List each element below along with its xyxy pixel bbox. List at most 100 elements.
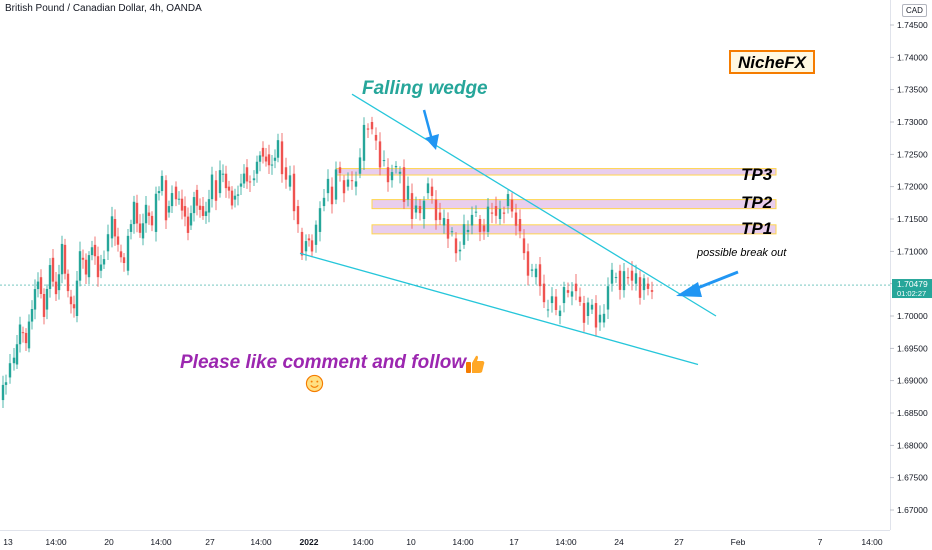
candle-body <box>326 178 330 194</box>
candle-body <box>239 183 243 187</box>
x-tick-label-4: 27 <box>205 537 215 547</box>
candle-body <box>558 310 562 316</box>
candle-body <box>410 193 414 220</box>
candle-body <box>177 198 181 200</box>
candle-body <box>96 256 100 278</box>
candle-body <box>304 241 308 252</box>
x-tick-label-6: 2022 <box>300 537 319 547</box>
candle-body <box>195 189 199 206</box>
candle-body <box>90 247 94 256</box>
candle-body <box>638 277 642 298</box>
candle-body <box>102 259 106 265</box>
x-tick-label-12: 24 <box>614 537 624 547</box>
candle-body <box>310 240 314 252</box>
candle-body <box>66 273 70 292</box>
candle-body <box>318 208 322 232</box>
x-tick-label-2: 20 <box>104 537 114 547</box>
tp2-label: TP2 <box>741 193 773 212</box>
candle-body <box>350 180 354 182</box>
candle-body <box>207 199 211 213</box>
candle-body <box>264 156 268 162</box>
candle-body <box>258 155 262 162</box>
candle-body <box>394 165 398 168</box>
candle-body <box>578 296 582 302</box>
candle-body <box>522 238 526 254</box>
candle-body <box>402 167 406 202</box>
candle-body <box>530 269 534 271</box>
candle-body <box>626 277 630 279</box>
candle-body <box>167 206 171 213</box>
x-tick-label-15: 7 <box>818 537 823 547</box>
candle-body <box>610 269 614 284</box>
y-tick-label-13: 1.68000 <box>897 440 928 450</box>
candle-body <box>307 238 311 241</box>
y-tick-label-3: 1.73000 <box>897 117 928 127</box>
candle-body <box>296 206 300 225</box>
candle-body <box>63 244 67 274</box>
candle-body <box>546 309 550 311</box>
tp1-label: TP1 <box>741 219 773 238</box>
candle-body <box>106 234 110 252</box>
candle-body <box>542 283 546 303</box>
x-tick-label-16: 14:00 <box>861 537 883 547</box>
wedge-arrow-head <box>425 134 439 150</box>
candle-body <box>180 198 184 211</box>
x-tick-label-13: 27 <box>674 537 684 547</box>
candle-body <box>478 219 482 232</box>
candle-body <box>110 216 114 239</box>
candle-body <box>354 181 358 187</box>
candle-body <box>99 264 103 271</box>
candle-body <box>594 303 598 328</box>
candle-body <box>438 212 442 220</box>
x-axis: 13 14:00 20 14:00 27 14:00 2022 14:00 10 14:00 17 1… <box>3 537 883 547</box>
candle-body <box>426 183 430 194</box>
zone-tp2[interactable] <box>371 199 777 210</box>
tp3-label: TP3 <box>741 165 773 184</box>
candle-body <box>129 224 133 232</box>
candle-body <box>362 124 366 161</box>
candle-body <box>224 173 228 189</box>
candle-body <box>570 291 574 297</box>
candle-body <box>69 296 73 305</box>
candle-body <box>434 199 438 221</box>
candle-body <box>170 193 174 207</box>
candle-body <box>87 255 91 278</box>
candle-body <box>4 382 8 385</box>
candle-body <box>48 265 52 289</box>
candle-body <box>230 190 234 206</box>
candle-body <box>135 202 139 224</box>
candle-body <box>39 277 43 294</box>
y-tick-label-15: 1.67000 <box>897 505 928 515</box>
candle-body <box>518 219 522 232</box>
zone-tp3[interactable] <box>335 168 777 176</box>
candle-body <box>192 197 196 214</box>
breakout-arrow-head <box>676 282 702 297</box>
candle-body <box>586 302 590 316</box>
candle-body <box>280 141 284 175</box>
candle-body <box>27 321 31 349</box>
candle-body <box>300 231 304 256</box>
candle-body <box>390 172 394 181</box>
candle-body <box>122 257 126 264</box>
candle-body <box>242 173 246 184</box>
candle-body <box>386 167 390 183</box>
candle-body <box>618 270 622 290</box>
candle-body <box>160 175 164 192</box>
x-tick-label-10: 17 <box>509 537 519 547</box>
candle-body <box>634 273 638 284</box>
candle-body <box>8 363 12 378</box>
y-tick-label-0: 1.74500 <box>897 20 928 30</box>
candle-body <box>21 332 25 334</box>
candle-body <box>462 224 466 245</box>
candle-body <box>198 205 202 210</box>
candle-body <box>126 235 130 271</box>
arrows <box>422 109 739 297</box>
x-tick-label-0: 13 <box>3 537 13 547</box>
candle-body <box>84 259 88 275</box>
candle-body <box>1 384 5 401</box>
candle-body <box>252 178 256 181</box>
x-tick-label-5: 14:00 <box>250 537 272 547</box>
brand-label: NicheFX <box>729 50 815 74</box>
candle-body <box>534 268 538 278</box>
